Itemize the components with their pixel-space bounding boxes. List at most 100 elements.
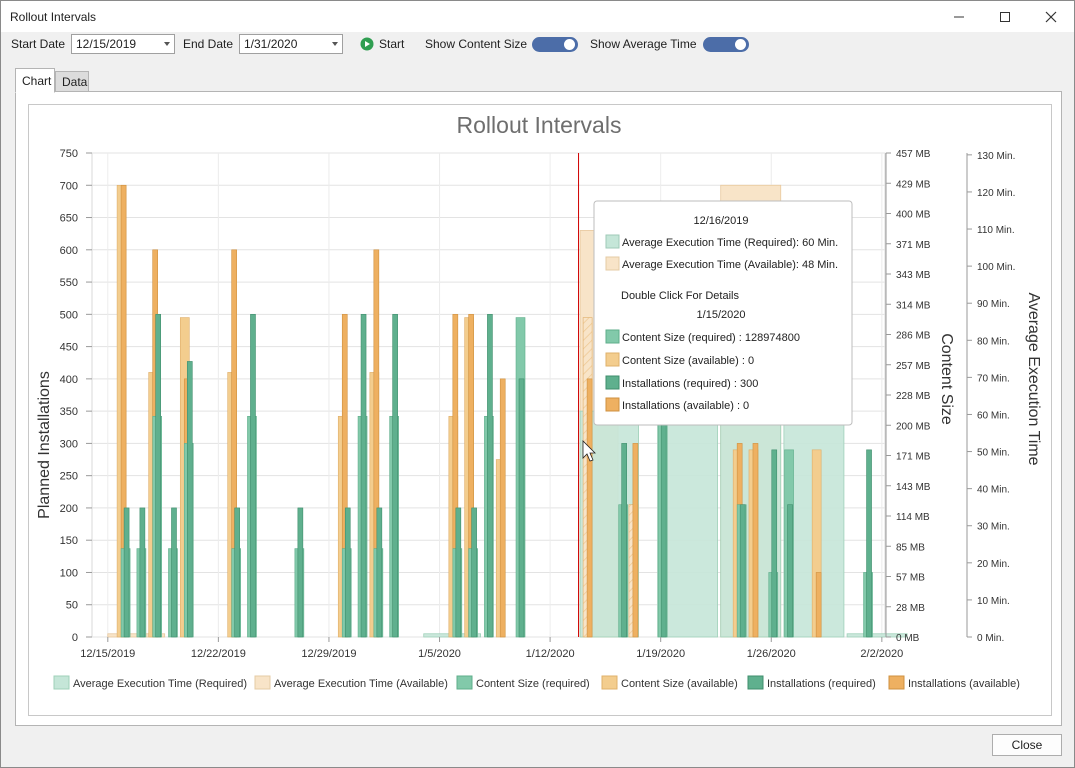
window-title: Rollout Intervals — [10, 10, 97, 24]
y-tick-label: 50 — [66, 600, 78, 612]
installations-required-bar — [866, 449, 872, 638]
installations-required-bar — [739, 504, 746, 638]
show-average-time-toggle[interactable] — [703, 37, 749, 52]
tab-chart-label: Chart — [22, 74, 52, 88]
x-tick-label: 2/2/2020 — [860, 648, 903, 660]
y3-tick-label: 0 Min. — [977, 633, 1004, 644]
legend-swatch — [254, 675, 271, 690]
tooltip-hint: Double Click For Details — [621, 290, 739, 302]
end-date-picker[interactable]: 1/31/2020 — [239, 34, 343, 54]
y-tick-label: 550 — [60, 277, 78, 289]
close-icon — [1045, 11, 1057, 22]
y-tick-label: 150 — [60, 535, 78, 547]
legend-label: Content Size (available) — [621, 678, 738, 690]
close-button[interactable]: Close — [992, 734, 1062, 756]
y2-tick-label: 343 MB — [896, 270, 931, 281]
y3-tick-label: 110 Min. — [977, 225, 1015, 236]
start-date-picker[interactable]: 12/15/2019 — [71, 34, 175, 54]
close-window-button[interactable] — [1028, 1, 1074, 32]
y2-tick-label: 85 MB — [896, 542, 925, 553]
y-tick-label: 200 — [60, 503, 78, 515]
tooltip-line-4: Content Size (available) : 0 — [622, 355, 754, 367]
start-button-label: Start — [379, 37, 405, 51]
y2-tick-label: 0 MB — [896, 633, 920, 644]
x-axis: 12/15/2019 12/22/2019 12/29/2019 1/5/2020 1/… — [80, 637, 903, 660]
x-tick-label: 12/15/2019 — [80, 648, 135, 660]
start-date-value: 12/15/2019 — [76, 37, 137, 51]
legend-swatch — [747, 675, 764, 690]
installations-required-bar — [250, 314, 256, 638]
chevron-down-icon[interactable] — [164, 42, 170, 46]
legend-item: Content Size (available) — [601, 675, 738, 690]
tooltip-date-2: 1/15/2020 — [697, 309, 746, 321]
y-tick-label: 500 — [60, 309, 78, 321]
y2-tick-label: 429 MB — [896, 179, 931, 190]
tooltip-swatch — [605, 234, 620, 249]
y3-tick-label: 130 Min. — [977, 151, 1015, 162]
tooltip-line-1: Average Execution Time (Required): 60 Mi… — [622, 237, 838, 249]
installations-available-bar — [632, 443, 639, 638]
start-date-label: Start Date — [11, 37, 66, 51]
legend-swatch — [888, 675, 905, 690]
mouse-cursor-icon — [582, 440, 596, 462]
end-date-value: 1/31/2020 — [244, 37, 298, 51]
installations-available-bar — [499, 378, 506, 638]
x-tick-label: 1/19/2020 — [636, 648, 685, 660]
y3-tick-label: 120 Min. — [977, 188, 1015, 199]
legend-label: Installations (available) — [908, 678, 1020, 690]
show-content-size-toggle[interactable] — [532, 37, 578, 52]
y3-axis-label: Average Execution Time — [1025, 292, 1042, 465]
installations-available-bar — [815, 572, 822, 638]
tooltip-swatch — [605, 256, 620, 271]
installations-required-bar — [297, 507, 304, 638]
y-axis-left: 0 50 100 150 200 250 300 350 400 450 500 550 600 650 7… — [60, 148, 92, 644]
installations-required-bar — [621, 443, 627, 638]
installations-required-bar — [186, 361, 193, 638]
x-tick-label: 12/22/2019 — [191, 648, 246, 660]
chart-frame: Rollout Intervals 0 50 100 150 200 250 300 350 4… — [28, 104, 1052, 716]
chevron-down-icon[interactable] — [332, 42, 338, 46]
y3-tick-label: 30 Min. — [977, 522, 1010, 533]
tab-data[interactable]: Data — [55, 71, 89, 92]
start-button[interactable]: Start — [360, 36, 410, 54]
y3-tick-label: 80 Min. — [977, 336, 1010, 347]
y-tick-label: 350 — [60, 406, 78, 418]
tab-chart[interactable]: Chart — [15, 68, 55, 93]
maximize-button[interactable] — [982, 1, 1028, 32]
y2-tick-label: 314 MB — [896, 300, 931, 311]
toolbar: Start Date 12/15/2019 End Date 1/31/2020… — [1, 32, 1074, 60]
installations-available-bar — [586, 378, 593, 638]
installations-required-bar — [171, 507, 177, 638]
y-tick-label: 300 — [60, 438, 78, 450]
y2-tick-label: 57 MB — [896, 573, 925, 584]
chart-title: Rollout Intervals — [457, 112, 622, 138]
legend-swatch — [601, 675, 618, 690]
installations-required-bar — [660, 410, 667, 638]
y2-tick-label: 200 MB — [896, 421, 931, 432]
installations-required-bar — [376, 507, 383, 638]
show-average-time-label: Show Average Time — [590, 37, 697, 51]
toggle-knob — [735, 39, 746, 50]
legend-swatch — [456, 675, 473, 690]
rollout-chart[interactable]: Rollout Intervals 0 50 100 150 200 250 300 350 4… — [29, 105, 1051, 715]
installations-required-bar — [155, 314, 161, 638]
chart-legend: Average Execution Time (Required) Average… — [53, 675, 1020, 690]
tooltip-line-5: Installations (required) : 300 — [622, 378, 758, 390]
y2-tick-label: 143 MB — [896, 482, 931, 493]
installations-required-bar — [518, 378, 525, 638]
y-tick-label: 450 — [60, 342, 78, 354]
y-axis-average-time: 0 Min. 10 Min. 20 Min. 30 Min. 40 Min. 50 Min… — [966, 151, 1015, 644]
y-tick-label: 400 — [60, 374, 78, 386]
y3-tick-label: 20 Min. — [977, 559, 1010, 570]
tooltip-swatch — [605, 397, 620, 412]
installations-required-bar — [344, 507, 351, 638]
y-tick-label: 700 — [60, 180, 78, 192]
y2-tick-label: 371 MB — [896, 240, 931, 251]
maximize-icon — [1000, 11, 1010, 22]
tooltip-swatch — [605, 329, 620, 344]
y-tick-label: 600 — [60, 245, 78, 257]
installations-required-bar — [360, 314, 367, 638]
minimize-button[interactable] — [936, 1, 982, 32]
tooltip-line-2: Average Execution Time (Available): 48 M… — [622, 259, 838, 271]
